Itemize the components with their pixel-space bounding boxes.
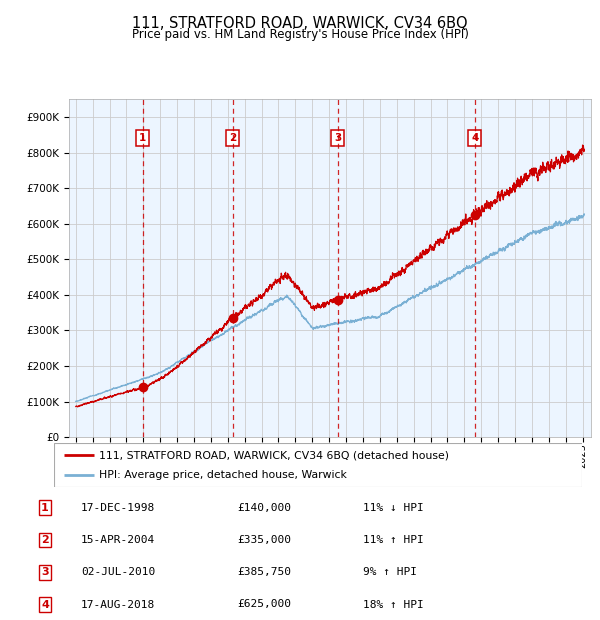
Text: 9% ↑ HPI: 9% ↑ HPI xyxy=(363,567,417,577)
Text: 3: 3 xyxy=(41,567,49,577)
Text: 02-JUL-2010: 02-JUL-2010 xyxy=(81,567,155,577)
Text: 11% ↑ HPI: 11% ↑ HPI xyxy=(363,535,424,545)
Text: 4: 4 xyxy=(41,600,49,609)
Text: 111, STRATFORD ROAD, WARWICK, CV34 6BQ: 111, STRATFORD ROAD, WARWICK, CV34 6BQ xyxy=(132,16,468,30)
Text: £140,000: £140,000 xyxy=(237,503,291,513)
Text: £385,750: £385,750 xyxy=(237,567,291,577)
Text: 3: 3 xyxy=(334,133,341,143)
Text: 17-DEC-1998: 17-DEC-1998 xyxy=(81,503,155,513)
Text: £335,000: £335,000 xyxy=(237,535,291,545)
Text: 11% ↓ HPI: 11% ↓ HPI xyxy=(363,503,424,513)
Text: 111, STRATFORD ROAD, WARWICK, CV34 6BQ (detached house): 111, STRATFORD ROAD, WARWICK, CV34 6BQ (… xyxy=(99,450,449,460)
Text: 18% ↑ HPI: 18% ↑ HPI xyxy=(363,600,424,609)
Text: 4: 4 xyxy=(471,133,479,143)
Text: 2: 2 xyxy=(41,535,49,545)
Text: £625,000: £625,000 xyxy=(237,600,291,609)
Text: 1: 1 xyxy=(41,503,49,513)
Text: HPI: Average price, detached house, Warwick: HPI: Average price, detached house, Warw… xyxy=(99,470,347,480)
Text: 1: 1 xyxy=(139,133,146,143)
Text: 2: 2 xyxy=(229,133,236,143)
Text: 17-AUG-2018: 17-AUG-2018 xyxy=(81,600,155,609)
Bar xyxy=(69,99,591,437)
Text: Price paid vs. HM Land Registry's House Price Index (HPI): Price paid vs. HM Land Registry's House … xyxy=(131,28,469,41)
Text: 15-APR-2004: 15-APR-2004 xyxy=(81,535,155,545)
